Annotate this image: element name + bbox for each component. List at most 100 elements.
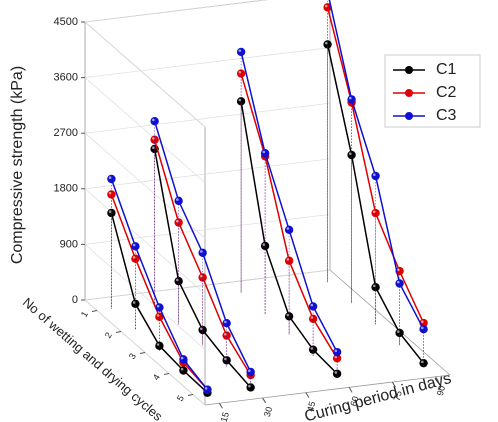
legend: C1 C2 C3 — [384, 54, 481, 128]
point-highlight — [238, 70, 242, 74]
point-highlight — [310, 347, 314, 350]
data-point — [308, 302, 318, 311]
box-edge — [84, 0, 268, 23]
series-line — [110, 194, 208, 391]
tick-mark — [139, 352, 146, 354]
tick-mark — [91, 310, 98, 312]
grid-line — [84, 102, 331, 134]
point-highlight — [152, 146, 155, 149]
data-point — [155, 341, 164, 350]
data-point — [222, 318, 231, 328]
point-highlight — [396, 268, 400, 272]
point-highlight — [156, 343, 160, 346]
point-highlight — [348, 96, 352, 100]
grid-line — [84, 132, 206, 239]
point-highlight — [372, 173, 376, 176]
point-highlight — [420, 320, 424, 324]
grid-line — [84, 188, 206, 295]
grid-line — [84, 0, 268, 23]
point-highlight — [324, 41, 328, 45]
point-highlight — [396, 330, 400, 333]
data-point — [131, 242, 140, 251]
grid-line — [84, 269, 331, 301]
data-point — [198, 248, 207, 257]
point-highlight — [286, 313, 290, 317]
point-highlight — [248, 384, 251, 388]
y-tick-label: 4500 — [54, 16, 78, 28]
point-highlight — [200, 274, 203, 278]
point-highlight — [420, 360, 424, 364]
x-tick-label: 45 — [305, 400, 317, 412]
x-tick-label: 15 — [219, 411, 231, 422]
x-tick-label: 90 — [435, 384, 447, 396]
tick-mark — [435, 376, 440, 383]
grid-line — [84, 77, 206, 183]
data-point — [347, 95, 356, 104]
tick-mark — [115, 331, 122, 333]
point-highlight — [224, 332, 227, 336]
data-point — [332, 347, 342, 357]
legend-label: C1 — [436, 61, 457, 78]
tick-mark — [163, 373, 170, 375]
point-highlight — [132, 256, 136, 259]
point-highlight — [262, 150, 266, 154]
data-point — [150, 116, 159, 126]
depth-tick-label: 5 — [175, 394, 186, 403]
data-point — [203, 385, 212, 394]
legend-marker — [405, 112, 413, 120]
point-highlight — [334, 371, 338, 374]
point-highlight — [156, 304, 160, 308]
x-tick-label: 60 — [348, 395, 360, 407]
data-point — [246, 367, 255, 377]
y-tick-label: 2700 — [54, 127, 78, 139]
point-highlight — [334, 349, 338, 353]
data-point — [174, 196, 183, 206]
point-highlight — [224, 320, 227, 324]
point-highlight — [238, 49, 242, 52]
point-highlight — [286, 258, 290, 261]
point-highlight — [286, 227, 290, 230]
point-highlight — [334, 355, 338, 359]
point-highlight — [224, 357, 227, 361]
depth-tick-label: 4 — [151, 373, 162, 382]
point-highlight — [324, 4, 328, 8]
tick-mark — [187, 394, 194, 396]
point-highlight — [132, 243, 136, 247]
box-edge — [204, 374, 451, 406]
point-highlight — [176, 278, 179, 282]
data-point — [179, 366, 188, 375]
point-highlight — [372, 210, 376, 214]
point-highlight — [262, 243, 266, 246]
data-point — [395, 279, 404, 288]
legend-marker — [405, 66, 413, 74]
y-tick-label: 0 — [72, 294, 78, 306]
data-point — [236, 47, 246, 57]
grid-line — [84, 47, 331, 78]
grid-line — [84, 158, 331, 190]
legend-box — [384, 54, 481, 128]
data-point — [260, 241, 270, 251]
grid-line — [84, 214, 331, 245]
y-axis-title: Compressive strength (kPa) — [9, 66, 26, 264]
point-highlight — [108, 210, 112, 213]
point-highlight — [248, 369, 251, 372]
point-highlight — [200, 327, 203, 330]
x-tick-label: 30 — [262, 406, 274, 418]
point-highlight — [180, 367, 184, 371]
legend-marker — [405, 89, 413, 97]
point-highlight — [310, 303, 314, 307]
point-highlight — [310, 316, 314, 319]
data-point — [419, 324, 428, 334]
data-point — [174, 276, 183, 286]
tick-mark — [218, 402, 223, 409]
tick-mark — [348, 387, 353, 393]
point-highlight — [238, 98, 242, 102]
y-tick-label: 1800 — [54, 183, 78, 195]
point-highlight — [348, 152, 352, 155]
point-highlight — [176, 219, 179, 223]
data-point — [155, 303, 164, 312]
point-highlight — [372, 284, 376, 288]
point-highlight — [108, 176, 112, 180]
depth-tick-label: 3 — [127, 352, 138, 361]
x-tick-label: 75 — [392, 390, 404, 402]
